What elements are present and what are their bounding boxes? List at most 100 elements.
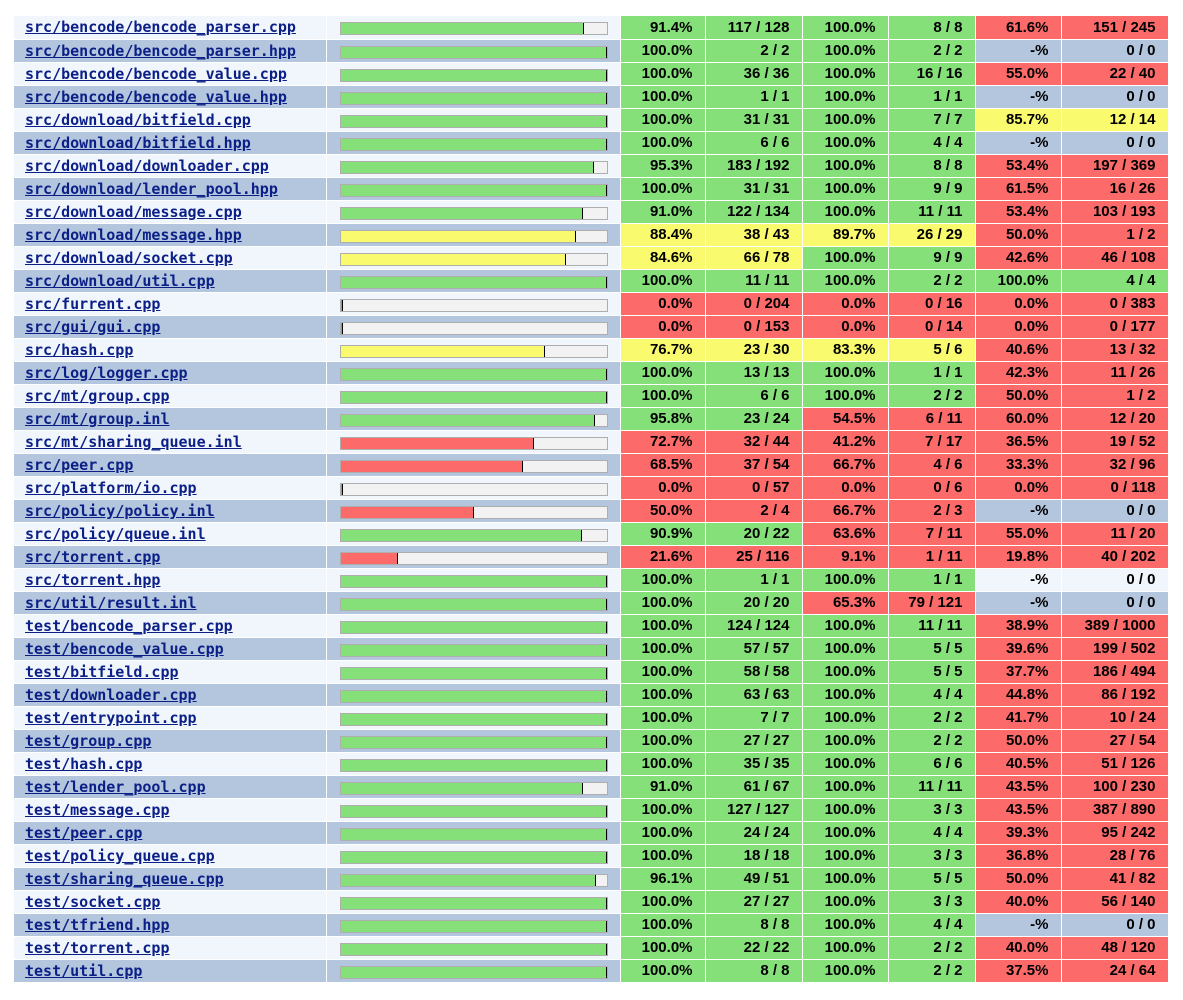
branch-coverage-count: 19 / 52 xyxy=(1061,430,1169,454)
function-coverage-percent: 100.0% xyxy=(802,706,889,730)
file-link[interactable]: src/furrent.cpp xyxy=(25,294,161,313)
file-link[interactable]: test/sharing_queue.cpp xyxy=(25,869,224,888)
function-coverage-percent: 100.0% xyxy=(802,568,889,592)
coverage-bar-fill xyxy=(340,276,607,288)
coverage-bar xyxy=(339,321,608,335)
file-link[interactable]: src/download/message.cpp xyxy=(25,202,242,221)
file-link[interactable]: src/bencode/bencode_value.hpp xyxy=(25,87,287,106)
file-link[interactable]: src/mt/group.cpp xyxy=(25,386,170,405)
coverage-bar-cell xyxy=(326,913,621,937)
table-row: src/download/bitfield.hpp 100.0% 6 / 6 100.… xyxy=(14,131,1169,155)
coverage-bar-fill xyxy=(340,92,607,104)
file-link[interactable]: test/lender_pool.cpp xyxy=(25,777,206,796)
line-coverage-count: 7 / 7 xyxy=(705,706,803,730)
file-link[interactable]: src/hash.cpp xyxy=(25,340,134,359)
file-cell: test/group.cpp xyxy=(14,729,327,753)
file-link[interactable]: src/util/result.inl xyxy=(25,593,197,612)
file-link[interactable]: src/download/bitfield.hpp xyxy=(25,133,251,152)
file-link[interactable]: test/socket.cpp xyxy=(25,892,161,911)
file-link[interactable]: src/download/bitfield.cpp xyxy=(25,110,251,129)
file-link[interactable]: src/log/logger.cpp xyxy=(25,363,188,382)
branch-coverage-count: 197 / 369 xyxy=(1061,154,1169,178)
coverage-bar-fill xyxy=(340,782,583,794)
branch-coverage-count: 24 / 64 xyxy=(1061,959,1169,983)
coverage-bar-cell xyxy=(326,637,621,661)
coverage-bar-cell xyxy=(326,706,621,730)
function-coverage-count: 8 / 8 xyxy=(888,16,976,40)
file-link[interactable]: src/torrent.cpp xyxy=(25,547,161,566)
file-link[interactable]: src/policy/queue.inl xyxy=(25,524,206,543)
file-link[interactable]: test/peer.cpp xyxy=(25,823,143,842)
coverage-table: src/bencode/bencode_parser.cpp 91.4% 117 /… xyxy=(14,16,1169,983)
coverage-bar xyxy=(339,758,608,772)
file-cell: src/policy/queue.inl xyxy=(14,522,327,546)
file-link[interactable]: src/download/util.cpp xyxy=(25,271,215,290)
file-link[interactable]: src/bencode/bencode_value.cpp xyxy=(25,64,287,83)
file-link[interactable]: test/bitfield.cpp xyxy=(25,662,179,681)
file-link[interactable]: src/policy/policy.inl xyxy=(25,501,215,520)
file-link[interactable]: test/policy_queue.cpp xyxy=(25,846,215,865)
branch-coverage-percent: -% xyxy=(975,913,1062,937)
coverage-bar xyxy=(339,620,608,634)
line-coverage-percent: 100.0% xyxy=(620,936,706,960)
table-row: src/log/logger.cpp 100.0% 13 / 13 100.0% 1 /… xyxy=(14,361,1169,385)
file-link[interactable]: test/bencode_parser.cpp xyxy=(25,616,233,635)
file-link[interactable]: test/group.cpp xyxy=(25,731,152,750)
line-coverage-percent: 100.0% xyxy=(620,844,706,868)
coverage-bar-fill xyxy=(340,575,607,587)
file-link[interactable]: test/message.cpp xyxy=(25,800,170,819)
file-link[interactable]: src/download/socket.cpp xyxy=(25,248,233,267)
branch-coverage-percent: 61.6% xyxy=(975,16,1062,40)
file-link[interactable]: test/util.cpp xyxy=(25,961,143,980)
line-coverage-percent: 100.0% xyxy=(620,637,706,661)
coverage-bar-fill xyxy=(340,736,607,748)
coverage-bar-cell xyxy=(326,752,621,776)
coverage-bar-cell xyxy=(326,154,621,178)
line-coverage-percent: 100.0% xyxy=(620,269,706,293)
file-link[interactable]: src/mt/sharing_queue.inl xyxy=(25,432,242,451)
line-coverage-percent: 100.0% xyxy=(620,568,706,592)
branch-coverage-percent: 44.8% xyxy=(975,683,1062,707)
function-coverage-count: 2 / 2 xyxy=(888,936,976,960)
file-link[interactable]: test/hash.cpp xyxy=(25,754,143,773)
line-coverage-percent: 91.0% xyxy=(620,775,706,799)
file-link[interactable]: src/gui/gui.cpp xyxy=(25,317,161,336)
file-link[interactable]: test/bencode_value.cpp xyxy=(25,639,224,658)
coverage-bar-cell xyxy=(326,936,621,960)
line-coverage-percent: 0.0% xyxy=(620,315,706,339)
file-link[interactable]: src/download/message.hpp xyxy=(25,225,242,244)
branch-coverage-percent: 40.0% xyxy=(975,890,1062,914)
function-coverage-percent: 0.0% xyxy=(802,476,889,500)
file-link[interactable]: src/torrent.hpp xyxy=(25,570,161,589)
file-link[interactable]: src/bencode/bencode_parser.cpp xyxy=(25,18,296,37)
line-coverage-count: 8 / 8 xyxy=(705,959,803,983)
file-link[interactable]: src/bencode/bencode_parser.hpp xyxy=(25,41,296,60)
coverage-bar-cell xyxy=(326,476,621,500)
file-link[interactable]: test/torrent.cpp xyxy=(25,938,170,957)
branch-coverage-percent: -% xyxy=(975,131,1062,155)
coverage-bar xyxy=(339,528,608,542)
function-coverage-count: 3 / 3 xyxy=(888,798,976,822)
function-coverage-count: 8 / 8 xyxy=(888,154,976,178)
file-link[interactable]: test/entrypoint.cpp xyxy=(25,708,197,727)
coverage-bar xyxy=(339,827,608,841)
file-link[interactable]: src/platform/io.cpp xyxy=(25,478,197,497)
line-coverage-percent: 100.0% xyxy=(620,660,706,684)
file-cell: test/lender_pool.cpp xyxy=(14,775,327,799)
coverage-bar-cell xyxy=(326,315,621,339)
coverage-bar-cell xyxy=(326,890,621,914)
file-link[interactable]: src/mt/group.inl xyxy=(25,409,170,428)
line-coverage-percent: 91.4% xyxy=(620,16,706,40)
branch-coverage-percent: 50.0% xyxy=(975,223,1062,247)
file-link[interactable]: src/download/downloader.cpp xyxy=(25,156,269,175)
branch-coverage-count: 11 / 26 xyxy=(1061,361,1169,385)
file-link[interactable]: src/download/lender_pool.hpp xyxy=(25,179,278,198)
branch-coverage-percent: -% xyxy=(975,591,1062,615)
file-link[interactable]: src/peer.cpp xyxy=(25,455,134,474)
function-coverage-percent: 100.0% xyxy=(802,246,889,270)
function-coverage-count: 7 / 11 xyxy=(888,522,976,546)
file-link[interactable]: test/downloader.cpp xyxy=(25,685,197,704)
file-link[interactable]: test/tfriend.hpp xyxy=(25,915,170,934)
coverage-bar-cell xyxy=(326,108,621,132)
table-row: test/bencode_parser.cpp 100.0% 124 / 124 10… xyxy=(14,614,1169,638)
